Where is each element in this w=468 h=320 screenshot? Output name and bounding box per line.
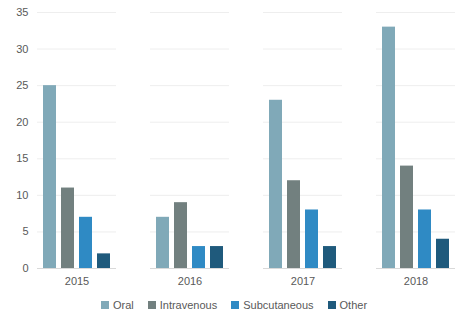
html-text:Other: Other bbox=[339, 299, 368, 311]
svg-text:5: 5 bbox=[22, 225, 28, 237]
html-text:Subcutaneous: Subcutaneous bbox=[243, 299, 314, 311]
svg-text:2016: 2016 bbox=[178, 275, 202, 287]
svg-text:35: 35 bbox=[16, 6, 28, 18]
html-text:Oral: Oral bbox=[112, 299, 134, 311]
svg-text:0: 0 bbox=[22, 262, 28, 274]
svg-text:2017: 2017 bbox=[291, 275, 315, 287]
svg-text:30: 30 bbox=[16, 43, 28, 55]
svg-text:2018: 2018 bbox=[404, 275, 428, 287]
svg-text:2015: 2015 bbox=[65, 275, 89, 287]
svg-text:10: 10 bbox=[16, 189, 28, 201]
svg-text:20: 20 bbox=[16, 116, 28, 128]
html-text:Intravenous: Intravenous bbox=[159, 299, 218, 311]
svg-text:15: 15 bbox=[16, 152, 28, 164]
svg-text:25: 25 bbox=[16, 79, 28, 91]
